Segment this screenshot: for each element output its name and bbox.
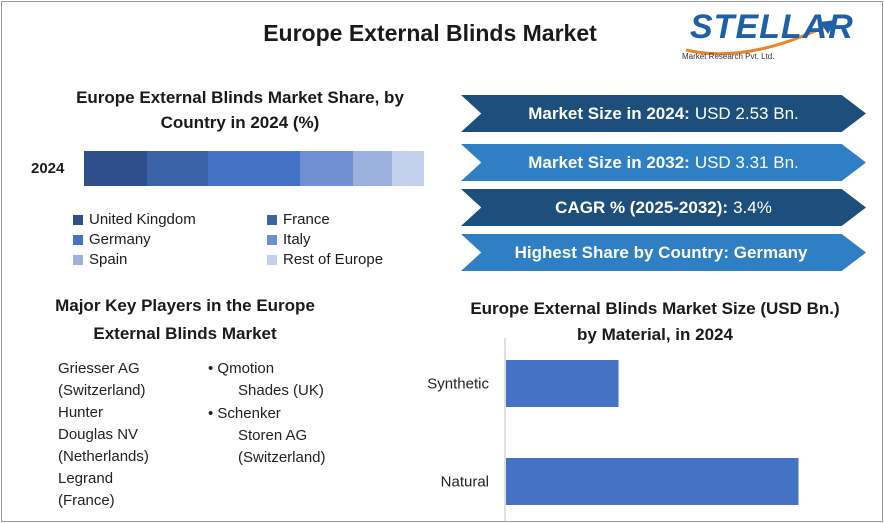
legend-swatch: [73, 234, 83, 245]
player-line: (France): [58, 492, 115, 509]
legend-item: Germany: [73, 231, 151, 248]
material-bar-chart: Synthetic Natural: [427, 338, 799, 521]
legend-label: France: [283, 211, 330, 228]
legend-swatch: [73, 214, 83, 225]
bullet-icon: •: [208, 360, 218, 377]
bullet-icon: •: [208, 405, 218, 422]
share-segment-spain: [352, 151, 392, 186]
page-title: Europe External Blinds Market: [263, 20, 597, 46]
banner-1-label: Market Size in 2024:: [528, 103, 690, 123]
material-bar-synthetic: [506, 360, 619, 407]
legend-item: France: [267, 211, 330, 228]
share-title-line2: Country in 2024 (%): [160, 113, 320, 132]
material-chart-title: Europe External Blinds Market Size (USD …: [455, 296, 855, 348]
legend-swatch: [267, 254, 277, 265]
share-segment-italy: [299, 151, 353, 186]
legend-label: Rest of Europe: [283, 251, 384, 268]
player-line: Shades (UK): [238, 382, 324, 399]
player-line: Hunter: [58, 404, 104, 421]
banner-cagr: CAGR % (2025-2032): 3.4%: [461, 189, 866, 226]
share-year-label: 2024: [31, 160, 65, 177]
banner-1-value: USD 2.53 Bn.: [694, 103, 799, 123]
material-title-line2: by Material, in 2024: [577, 325, 733, 344]
player-line: Storen AG: [238, 427, 308, 444]
logo-tagline: Market Research Pvt. Ltd.: [682, 52, 775, 61]
stellar-logo: STELLAR Market Research Pvt. Ltd.: [676, 8, 853, 66]
legend-label: Italy: [283, 231, 311, 248]
legend-label: United Kingdom: [89, 211, 196, 228]
share-stacked-bar: [84, 151, 424, 186]
player-line: Griesser AG: [58, 360, 140, 377]
banner-2-label: Market Size in 2032:: [528, 152, 690, 172]
players-title-line1: Major Key Players in the Europe: [55, 296, 315, 315]
share-segment-france: [146, 151, 209, 186]
material-category-label: Synthetic: [427, 376, 489, 393]
legend-item: United Kingdom: [73, 211, 196, 228]
share-segment-rest-of-europe: [391, 151, 424, 186]
banner-market-size-2032: Market Size in 2032: USD 3.31 Bn.: [461, 144, 866, 181]
legend-item: Rest of Europe: [267, 251, 383, 268]
share-segment-united-kingdom: [84, 151, 147, 186]
share-chart-title: Europe External Blinds Market Share, by …: [40, 85, 440, 135]
player-line: (Switzerland): [238, 449, 326, 466]
players-left-list: Griesser AG (Switzerland) Hunter Douglas…: [58, 358, 149, 512]
banner-3-value: 3.4%: [733, 197, 772, 217]
share-segment-germany: [208, 151, 300, 186]
players-title: Major Key Players in the Europe External…: [20, 292, 350, 348]
legend-swatch: [267, 234, 277, 245]
player-line: Douglas NV: [58, 426, 139, 443]
legend-swatch: [73, 254, 83, 265]
player-bullet-schenker: • Schenker Storen AG (Switzerland): [208, 403, 326, 469]
legend-label: Spain: [89, 251, 128, 268]
player-line: Schenker: [217, 405, 281, 422]
material-category-label: Natural: [441, 474, 489, 491]
banner-2-value: USD 3.31 Bn.: [694, 152, 799, 172]
logo-word: STELLAR: [690, 8, 854, 46]
legend-item: Spain: [73, 251, 127, 268]
player-line: Qmotion: [217, 360, 275, 377]
legend-swatch: [267, 214, 277, 225]
legend-item: Italy: [267, 231, 311, 248]
legend-label: Germany: [89, 231, 151, 248]
share-title-line1: Europe External Blinds Market Share, by: [76, 88, 404, 107]
banner-3-label: CAGR % (2025-2032):: [555, 197, 729, 217]
player-line: Legrand: [58, 470, 114, 487]
banner-market-size-2024: Market Size in 2024: USD 2.53 Bn.: [461, 95, 866, 132]
players-title-line2: External Blinds Market: [93, 324, 277, 343]
material-bar-natural: [506, 458, 799, 505]
player-bullet-qmotion: • Qmotion Shades (UK): [208, 358, 324, 402]
banner-4-label: Highest Share by Country: Germany: [514, 242, 808, 262]
logo-swoosh-icon: [685, 20, 836, 56]
player-line: (Netherlands): [58, 448, 149, 465]
banner-highest-share: Highest Share by Country: Germany: [461, 234, 866, 271]
player-line: (Switzerland): [58, 382, 146, 399]
material-title-line1: Europe External Blinds Market Size (USD …: [470, 299, 840, 318]
